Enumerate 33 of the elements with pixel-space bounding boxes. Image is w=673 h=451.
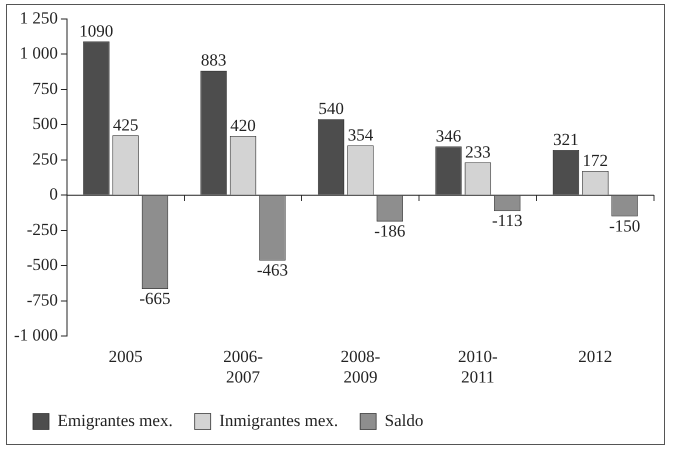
y-tick-label: 0 bbox=[49, 184, 58, 204]
y-tick-label: -1 000 bbox=[14, 326, 58, 345]
data-label: 425 bbox=[112, 115, 138, 134]
data-label: -186 bbox=[374, 221, 406, 240]
data-label: -113 bbox=[492, 211, 522, 230]
data-label: -150 bbox=[609, 216, 640, 236]
y-tick-label: 1 250 bbox=[20, 8, 58, 28]
data-label: 346 bbox=[436, 126, 462, 146]
y-tick-label: 250 bbox=[32, 149, 58, 168]
y-tick-label: -250 bbox=[26, 220, 58, 239]
data-label: 172 bbox=[582, 150, 608, 170]
data-label: 1090 bbox=[79, 22, 114, 41]
x-tick-label: 2006-2007 bbox=[223, 346, 264, 386]
data-label: 233 bbox=[465, 142, 491, 162]
data-label: 540 bbox=[318, 99, 344, 118]
legend-label: Inmigrantes mex. bbox=[219, 410, 338, 430]
x-tick-label: 2012 bbox=[578, 346, 612, 366]
x-tick-label: 2010-2011 bbox=[458, 346, 498, 386]
data-label: -463 bbox=[256, 260, 288, 280]
data-label: 883 bbox=[200, 50, 226, 70]
data-label: -665 bbox=[139, 288, 171, 308]
y-tick-label: 750 bbox=[32, 78, 58, 98]
y-tick-label: 1 000 bbox=[20, 44, 58, 63]
x-tick-label: 2008-2009 bbox=[340, 346, 381, 386]
y-tick-label: -750 bbox=[26, 290, 58, 310]
x-tick-label: 2005 bbox=[108, 346, 143, 366]
y-tick-label: 500 bbox=[32, 114, 58, 134]
data-label: 321 bbox=[553, 130, 579, 149]
legend-label: Saldo bbox=[384, 410, 424, 430]
legend-label: Emigrantes mex. bbox=[58, 410, 173, 430]
data-label: 420 bbox=[230, 116, 256, 135]
data-label: 354 bbox=[348, 125, 374, 144]
y-tick-label: -500 bbox=[26, 255, 58, 274]
